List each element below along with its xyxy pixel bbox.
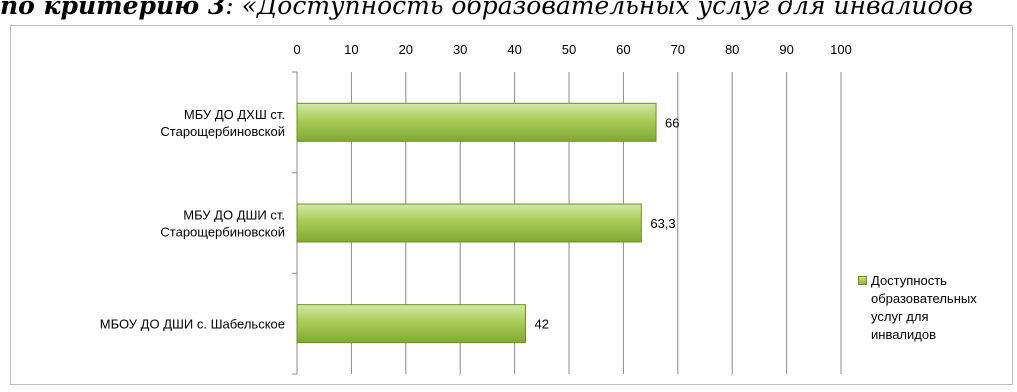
x-tick-label: 80 bbox=[725, 42, 739, 57]
heading-rest: : «Доступность образовательных услуг для… bbox=[225, 0, 973, 20]
category-label: МБОУ ДО ДШИ с. Шабельское bbox=[100, 317, 285, 332]
x-tick-label: 50 bbox=[562, 42, 576, 57]
data-label: 42 bbox=[534, 317, 548, 332]
category-label: Старощербиновской bbox=[160, 124, 285, 139]
legend-label-line: образовательных bbox=[871, 291, 977, 306]
x-tick-label: 100 bbox=[830, 42, 852, 57]
x-tick-label: 20 bbox=[399, 42, 413, 57]
bar bbox=[296, 304, 526, 344]
category-label: МБУ ДО ДШИ ст. bbox=[183, 208, 285, 223]
x-tick-label: 10 bbox=[344, 42, 358, 57]
category-label: МБУ ДО ДХШ ст. bbox=[184, 107, 285, 122]
x-tick-label: 30 bbox=[453, 42, 467, 57]
bar bbox=[296, 203, 642, 243]
x-tick-label: 0 bbox=[293, 42, 300, 57]
legend-label-line: услуг для bbox=[871, 309, 929, 324]
legend-label: Доступность образовательных услуг для инвал… bbox=[871, 272, 1011, 344]
chart-frame: 0 10 20 30 40 50 60 70 80 90 100 МБУ ДО ДХШ ст. Стар… bbox=[10, 25, 1013, 385]
x-tick-label: 90 bbox=[779, 42, 793, 57]
legend-swatch bbox=[858, 276, 867, 285]
bar-chart: 0 10 20 30 40 50 60 70 80 90 100 МБУ ДО ДХШ ст. Стар… bbox=[100, 42, 852, 375]
heading-bold: по критерию 3 bbox=[0, 0, 226, 20]
legend-label-line: Доступность bbox=[871, 273, 947, 288]
legend-label-line: инвалидов bbox=[871, 327, 936, 342]
category-label: Старощербиновской bbox=[160, 225, 285, 240]
chart-heading: по критерию 3: «Доступность образователь… bbox=[0, 0, 973, 20]
x-tick-label: 40 bbox=[507, 42, 521, 57]
x-tick-label: 60 bbox=[616, 42, 630, 57]
data-label: 66 bbox=[665, 115, 679, 130]
data-label: 63,3 bbox=[650, 216, 675, 231]
x-tick-label: 70 bbox=[671, 42, 685, 57]
bar bbox=[296, 102, 657, 142]
